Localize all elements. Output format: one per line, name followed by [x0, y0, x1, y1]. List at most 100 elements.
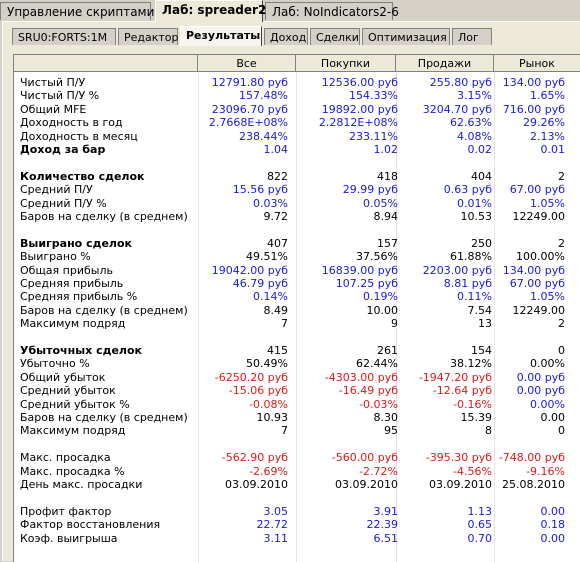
table-row[interactable]: Убыточно % 50.49% 62.44% 38.12% 0.00% — [14, 357, 580, 370]
table-row[interactable]: Общий MFE 23096.70 руб 19892.00 руб 3204.70… — [14, 103, 580, 116]
sub-tab-1[interactable]: Редактор — [118, 28, 179, 45]
grid-line — [494, 72, 495, 562]
table-row[interactable]: Выиграно сделок 407 157 250 2 — [14, 237, 580, 250]
table-row[interactable]: Чистый П/У % 157.48% 154.33% 3.15% 1.65% — [14, 89, 580, 102]
top-tab-1[interactable]: Лаб: spreader2 — [155, 0, 266, 22]
table-row[interactable]: Максимум подряд 7 95 8 0 — [14, 424, 580, 437]
row-label: Выиграно % — [20, 250, 91, 264]
table-row[interactable]: Общий убыток -6250.20 руб -4303.00 руб -194… — [14, 371, 580, 384]
cell-value: -0.08% — [249, 397, 288, 411]
cell-value: 0.00 — [540, 411, 566, 424]
cell-value: 0.00 руб — [516, 384, 565, 398]
sub-tab-5[interactable]: Оптимизация — [362, 28, 450, 45]
table-row[interactable] — [14, 223, 580, 236]
cell-value — [198, 331, 288, 344]
cell-value: 03.09.2010 — [429, 478, 492, 491]
row-label: Максимум подряд — [20, 424, 126, 438]
cell-value: 19042.00 руб — [211, 263, 288, 277]
table-row[interactable]: Коэф. выигрыша 3.11 6.51 0.70 0.00 — [14, 532, 580, 545]
top-tab-2[interactable]: Лаб: NoIndicators2-6 — [265, 2, 399, 20]
cell-value: 250 — [471, 236, 492, 250]
row-label: Средний П/У — [20, 183, 93, 197]
table-row[interactable]: Средняя прибыль % 0.14% 0.19% 0.11% 1.05% — [14, 290, 580, 303]
table-row[interactable]: Макс. просадка -562.90 руб -560.00 руб -395… — [14, 451, 580, 464]
cell-value — [198, 223, 288, 236]
table-row[interactable] — [14, 438, 580, 451]
cell-value: 2.2812E+08% — [318, 116, 398, 130]
cell-value: 0.00 — [540, 531, 566, 545]
column-header-all[interactable]: Все — [198, 55, 296, 72]
table-row[interactable]: Чистый П/У 12791.80 руб 12536.00 руб 255.80… — [14, 76, 580, 89]
cell-value: 22.72 — [256, 518, 289, 532]
table-row[interactable]: Доходность в год 2.7668E+08% 2.2812E+08% 62… — [14, 116, 580, 129]
cell-value: 0.14% — [253, 290, 288, 304]
sub-tab-0[interactable]: SRU0:FORTS:1M — [12, 28, 116, 45]
cell-value — [298, 331, 398, 344]
cell-value: 0 — [558, 344, 565, 357]
table-row[interactable] — [14, 331, 580, 344]
cell-value: 0.00% — [530, 357, 565, 371]
cell-value: 61.88% — [450, 250, 492, 264]
table-row[interactable]: Общая прибыль 19042.00 руб 16839.00 руб 220… — [14, 264, 580, 277]
table-row[interactable]: Баров на сделку (в среднем) 8.49 10.00 7.54… — [14, 304, 580, 317]
cell-value: 49.51% — [246, 250, 288, 264]
cell-value — [480, 438, 565, 451]
cell-value: -395.30 руб — [425, 451, 492, 465]
cell-value: 418 — [377, 169, 398, 183]
cell-value: 0.01 — [540, 143, 566, 156]
cell-value: 1.05% — [530, 290, 565, 304]
cell-value: -16.49 руб — [338, 384, 398, 398]
table-row[interactable]: Средний П/У % 0.03% 0.05% 0.01% 1.05% — [14, 197, 580, 210]
table-row[interactable]: Средний убыток -15.06 руб -16.49 руб -12.64… — [14, 384, 580, 397]
cell-value: 0.63 руб — [443, 183, 492, 197]
cell-value: 10.53 — [460, 210, 493, 223]
cell-value: 4.08% — [457, 129, 492, 143]
table-row[interactable] — [14, 156, 580, 169]
sub-tab-6[interactable]: Лог — [452, 28, 492, 45]
cell-value: 13 — [478, 317, 492, 331]
cell-value: 8 — [485, 424, 492, 438]
table-row[interactable]: Доход за бар 1.04 1.02 0.02 0.01 — [14, 143, 580, 156]
sub-tab-3[interactable]: Доход — [264, 28, 308, 45]
cell-value: 238.44% — [239, 129, 288, 143]
top-tab-0[interactable]: Управление скриптами — [0, 2, 154, 20]
table-row[interactable]: Выиграно % 49.51% 37.56% 61.88% 100.00% — [14, 250, 580, 263]
cell-value — [198, 438, 288, 451]
row-label: Общий убыток — [20, 370, 106, 384]
table-row[interactable]: Средняя прибыль 46.79 руб 107.25 руб 8.81 р… — [14, 277, 580, 290]
table-row[interactable]: Макс. просадка % -2.69% -2.72% -4.56% -9.16% — [14, 465, 580, 478]
cell-value: 134.00 руб — [502, 76, 565, 89]
cell-value: 1.02 — [373, 143, 399, 156]
table-row[interactable]: Максимум подряд 7 9 13 2 — [14, 317, 580, 330]
sub-tab-2[interactable]: Результаты — [180, 26, 262, 46]
table-row[interactable]: Средний убыток % -0.08% -0.03% -0.16% 0.00% — [14, 398, 580, 411]
cell-value: -1947.20 руб — [418, 370, 492, 384]
cell-value: 2 — [558, 169, 565, 183]
table-row[interactable]: Баров на сделку (в среднем) 10.93 8.30 15.3… — [14, 411, 580, 424]
cell-value: 62.44% — [356, 357, 398, 371]
column-header-buys[interactable]: Покупки — [296, 55, 396, 72]
cell-value: 233.11% — [349, 129, 398, 143]
table-row[interactable] — [14, 491, 580, 504]
table-row[interactable]: Профит фактор 3.05 3.91 1.13 0.00 — [14, 505, 580, 518]
cell-value: 3.15% — [457, 89, 492, 103]
table-row[interactable]: Доходность в месяц 238.44% 233.11% 4.08% 2.1… — [14, 130, 580, 143]
column-header-label[interactable] — [14, 55, 198, 72]
cell-value: 157.48% — [239, 89, 288, 103]
cell-value — [480, 331, 565, 344]
table-row[interactable]: Средний П/У 15.56 руб 29.99 руб 0.63 руб 67.… — [14, 183, 580, 196]
cell-value: 107.25 руб — [335, 277, 398, 290]
table-row[interactable]: Количество сделок 822 418 404 2 — [14, 170, 580, 183]
sub-tab-4[interactable]: Сделки — [310, 28, 360, 45]
cell-value: 29.99 руб — [342, 183, 398, 197]
column-header-market[interactable]: Рынок — [494, 55, 580, 72]
row-label: Средний П/У % — [20, 196, 107, 210]
cell-value: 23096.70 руб — [211, 102, 288, 116]
table-row[interactable]: Фактор восстановления 22.72 22.39 0.65 0.18 — [14, 518, 580, 531]
column-header-sells[interactable]: Продажи — [396, 55, 494, 72]
cell-value — [394, 156, 492, 169]
cell-value: 2.7668E+08% — [208, 116, 288, 130]
table-row[interactable]: Баров на сделку (в среднем) 9.72 8.94 10.53… — [14, 210, 580, 223]
table-row[interactable]: Убыточных сделок 415 261 154 0 — [14, 344, 580, 357]
table-row[interactable]: День макс. просадки 03.09.2010 03.09.2010 0… — [14, 478, 580, 491]
